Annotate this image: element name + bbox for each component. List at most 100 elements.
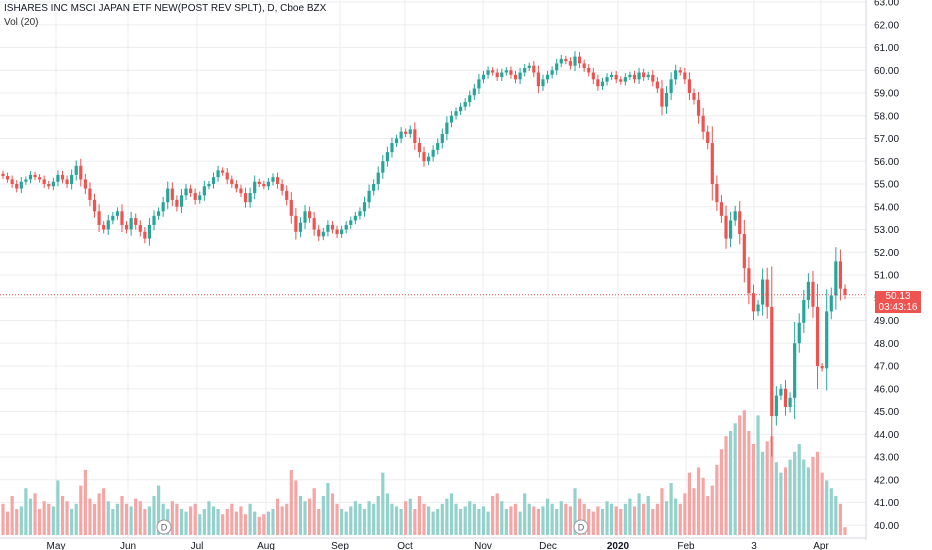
candle-body bbox=[417, 143, 422, 153]
candle-body bbox=[257, 181, 261, 184]
candle-body bbox=[234, 184, 238, 189]
candle-body bbox=[70, 174, 74, 184]
candle-body bbox=[303, 211, 307, 223]
volume-bar bbox=[134, 498, 138, 535]
candle-body bbox=[678, 70, 682, 73]
volume-bar bbox=[761, 451, 765, 535]
volume-indicator-label[interactable]: Vol (20) bbox=[4, 17, 39, 28]
candle-body bbox=[166, 188, 170, 203]
candle-body bbox=[683, 72, 687, 80]
volume-bar bbox=[591, 511, 595, 535]
candle-body bbox=[715, 184, 719, 203]
candle-body bbox=[619, 79, 623, 82]
volume-bar bbox=[15, 509, 19, 535]
candle-body bbox=[225, 172, 229, 180]
volume-bar bbox=[408, 498, 412, 535]
candle-body bbox=[756, 304, 760, 312]
candle-body bbox=[733, 211, 737, 221]
candle-body bbox=[788, 397, 792, 407]
candle-body bbox=[184, 188, 188, 196]
volume-bar bbox=[454, 503, 458, 535]
volume-bar bbox=[436, 509, 440, 535]
volume-bar bbox=[513, 503, 518, 535]
candle-body bbox=[820, 366, 824, 369]
volume-bar bbox=[692, 488, 696, 535]
candle-body bbox=[518, 72, 522, 80]
candle-body bbox=[134, 218, 138, 225]
volume-bar bbox=[555, 509, 559, 535]
volume-bar bbox=[349, 506, 353, 535]
candle-body bbox=[285, 190, 289, 200]
volume-bar bbox=[60, 496, 65, 535]
candle-body bbox=[509, 70, 513, 75]
volume-bar bbox=[564, 503, 568, 535]
candle-body bbox=[33, 174, 37, 178]
price-tick-label: 55.00 bbox=[874, 180, 899, 191]
volume-bar bbox=[124, 503, 129, 535]
candle-body bbox=[477, 79, 481, 89]
candle-body bbox=[436, 143, 440, 150]
volume-bar bbox=[660, 488, 664, 535]
candle-body bbox=[545, 74, 550, 80]
candle-body bbox=[591, 72, 595, 80]
candle-body bbox=[637, 72, 641, 80]
candle-body bbox=[56, 174, 60, 182]
volume-bar bbox=[303, 501, 307, 535]
volume-bar bbox=[637, 493, 641, 535]
candle-body bbox=[262, 184, 266, 187]
price-tick-label: 40.00 bbox=[874, 521, 899, 532]
grid-lines bbox=[0, 0, 866, 538]
volume-bar bbox=[38, 509, 42, 535]
candle-body bbox=[202, 186, 206, 196]
candle-body bbox=[472, 88, 476, 96]
price-tick-label: 49.00 bbox=[874, 316, 899, 327]
candle-body bbox=[399, 131, 403, 139]
candle-body bbox=[83, 179, 87, 189]
candle-body bbox=[47, 184, 51, 187]
volume-bar bbox=[815, 451, 820, 535]
volume-bar bbox=[175, 503, 179, 535]
candle-body bbox=[577, 56, 582, 64]
candle-body bbox=[97, 211, 101, 225]
price-tick-label: 58.00 bbox=[874, 111, 899, 122]
volume-bar bbox=[518, 511, 522, 535]
price-tick-label: 48.00 bbox=[874, 339, 899, 350]
volume-bar bbox=[619, 509, 623, 535]
candle-body bbox=[253, 181, 257, 194]
dividend-marker[interactable] bbox=[573, 519, 589, 535]
dividend-marker-label: D bbox=[578, 523, 585, 533]
candle-body bbox=[765, 279, 769, 307]
volume-bar bbox=[56, 480, 60, 535]
price-tick-label: 51.00 bbox=[874, 271, 899, 282]
time-tick-label: Jun bbox=[120, 541, 136, 550]
dividend-marker[interactable] bbox=[156, 519, 172, 535]
volume-bar bbox=[317, 509, 321, 535]
volume-bar bbox=[838, 503, 843, 535]
symbol-title[interactable]: ISHARES INC MSCI JAPAN ETF NEW(POST REV … bbox=[4, 3, 327, 14]
volume-bar bbox=[820, 472, 824, 535]
time-tick-label: 3 bbox=[751, 541, 757, 550]
volume-bar bbox=[253, 511, 257, 535]
volume-bar bbox=[678, 503, 682, 535]
volume-bar bbox=[655, 503, 659, 535]
candle-body bbox=[326, 224, 330, 232]
volume-bar bbox=[120, 496, 124, 535]
candle-body bbox=[248, 193, 252, 203]
time-axis[interactable]: May Jun Jul Aug Sep Oct Nov Dec 2020 Feb 3 Apr bbox=[47, 541, 830, 550]
price-axis[interactable]: 40.00 41.00 42.00 43.00 44.00 45.00 46.00 47.00… bbox=[874, 0, 899, 532]
candle-body bbox=[198, 195, 202, 200]
volume-bar bbox=[307, 498, 312, 535]
candle-body bbox=[221, 170, 225, 173]
candle-body bbox=[719, 202, 724, 216]
price-tick-label: 62.00 bbox=[874, 20, 899, 31]
volume-bar bbox=[367, 501, 371, 535]
candle-body bbox=[42, 179, 46, 184]
volume-bar bbox=[1, 503, 5, 535]
volume-bar bbox=[394, 506, 399, 535]
candle-body bbox=[651, 74, 655, 82]
candle-body bbox=[642, 72, 646, 78]
candle-body bbox=[143, 231, 147, 239]
candle-body bbox=[623, 77, 627, 82]
